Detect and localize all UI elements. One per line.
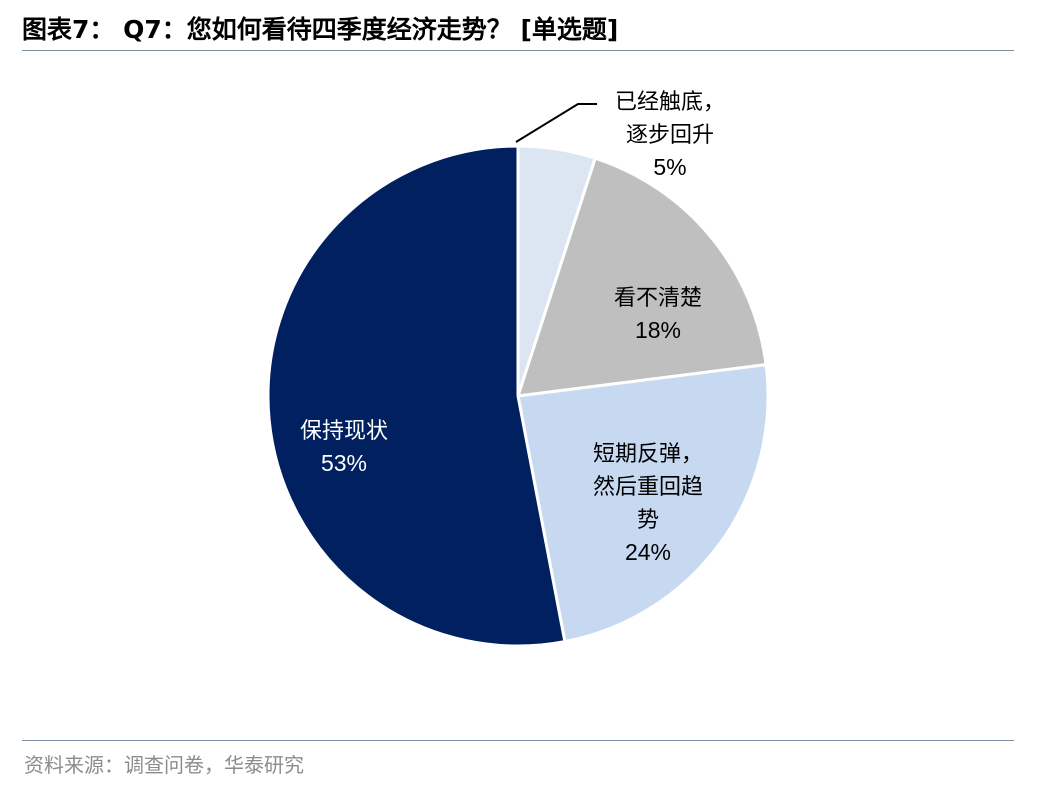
footer-divider [22, 740, 1014, 741]
slice-label: 已经触底， [615, 90, 725, 115]
slice-label: 保持现状 [300, 419, 388, 444]
slice-label: 势 [637, 508, 659, 533]
slice-percent-label: 18% [635, 317, 681, 343]
pie-slices [266, 144, 770, 648]
pie-slice [516, 156, 768, 398]
pie-slice [266, 144, 567, 648]
chart-title: 图表7： Q7：您如何看待四季度经济走势？ [单选题] [22, 15, 619, 44]
slice-label: 然后重回趋 [593, 475, 703, 500]
pie-slice [516, 363, 770, 644]
leader-line [515, 103, 597, 143]
slice-label: 逐步回升 [626, 123, 714, 148]
slice-label: 看不清楚 [614, 286, 702, 311]
slice-percent-label: 5% [653, 154, 686, 180]
slice-label: 短期反弹， [593, 442, 703, 467]
slice-percent-label: 24% [625, 539, 671, 565]
title-divider [22, 50, 1014, 51]
source-note: 资料来源：调查问卷，华泰研究 [24, 753, 304, 777]
slice-percent-label: 53% [321, 450, 367, 476]
